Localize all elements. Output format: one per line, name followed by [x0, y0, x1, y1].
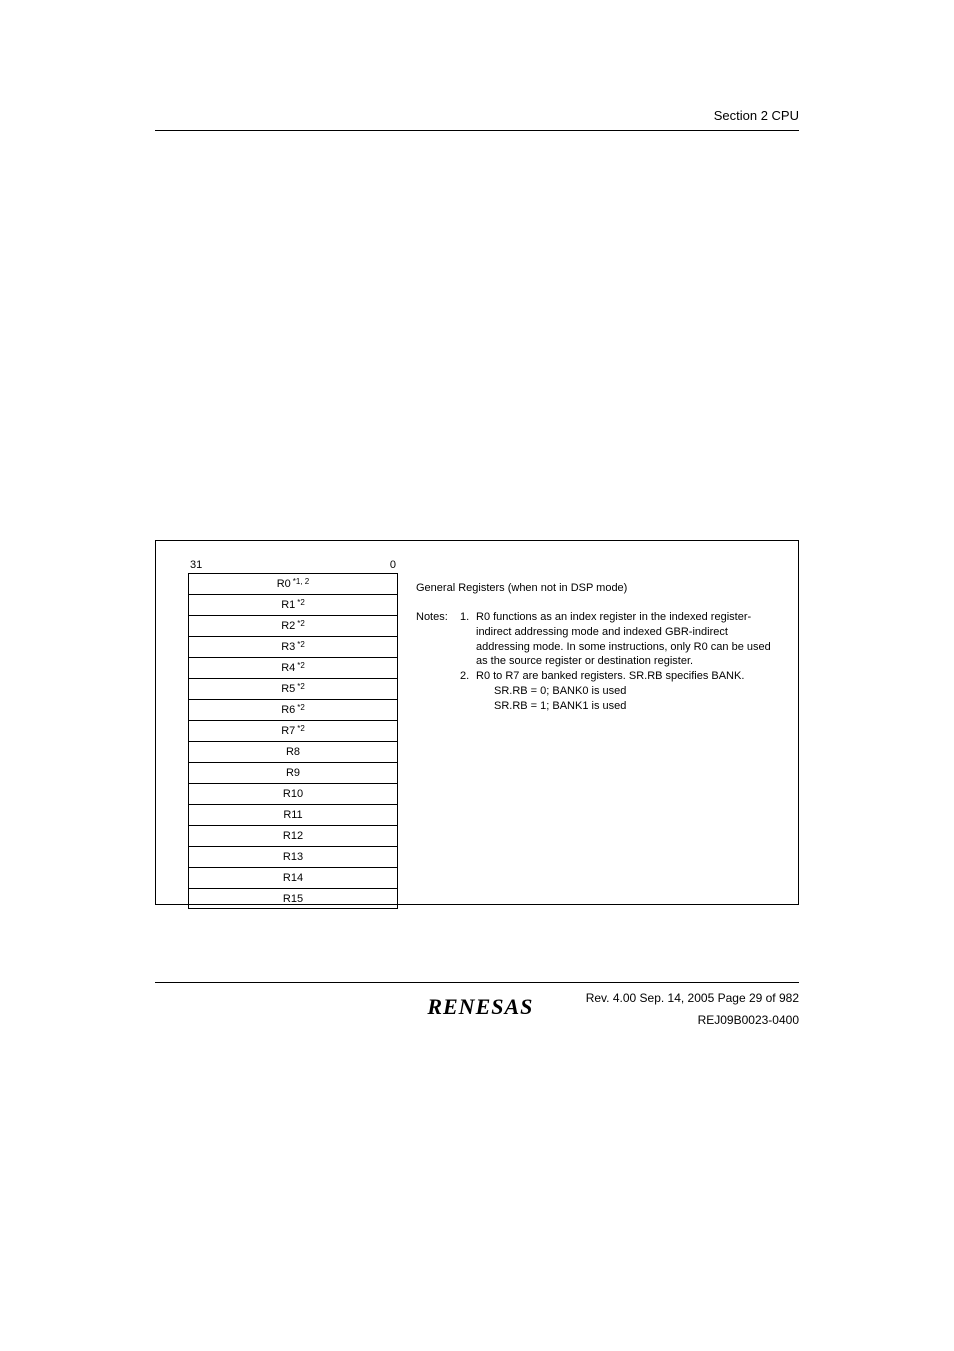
- bit-high-label: 31: [190, 559, 202, 571]
- notes-label: Notes:: [416, 610, 460, 714]
- register-row: R10: [188, 783, 398, 804]
- register-name: R15: [283, 893, 303, 905]
- header-rule: [155, 130, 799, 131]
- footer: RENESAS Rev. 4.00 Sep. 14, 2005 Page 29 …: [155, 988, 799, 1031]
- register-row: R4*2: [188, 657, 398, 678]
- note-2-sub2: SR.RB = 1; BANK1 is used: [494, 699, 782, 714]
- register-row: R14: [188, 867, 398, 888]
- bit-low-label: 0: [390, 559, 396, 571]
- register-row: R12: [188, 825, 398, 846]
- section-header: Section 2 CPU: [714, 108, 799, 123]
- register-name: R10: [283, 788, 303, 800]
- register-name: R6: [281, 704, 295, 716]
- register-name: R8: [286, 746, 300, 758]
- footer-text: Rev. 4.00 Sep. 14, 2005 Page 29 of 982 R…: [586, 988, 799, 1031]
- note-1: 1. R0 functions as an index register in …: [460, 610, 782, 669]
- register-row: R1*2: [188, 594, 398, 615]
- register-row: R5*2: [188, 678, 398, 699]
- register-row: R15: [188, 888, 398, 909]
- note-1-text: R0 functions as an index register in the…: [476, 610, 782, 669]
- note-2-sub1: SR.RB = 0; BANK0 is used: [494, 684, 782, 699]
- figure-container: 31 0 R0*1, 2R1*2R2*2R3*2R4*2R5*2R6*2R7*2…: [155, 540, 799, 905]
- document-id: REJ09B0023-0400: [586, 1010, 799, 1032]
- note-2-num: 2.: [460, 669, 476, 684]
- register-superscript: *2: [297, 598, 305, 607]
- note-2: 2. R0 to R7 are banked registers. SR.RB …: [460, 669, 782, 684]
- register-name: R14: [283, 872, 303, 884]
- register-row: R6*2: [188, 699, 398, 720]
- notes-block: Notes: 1. R0 functions as an index regis…: [416, 610, 782, 714]
- register-name: R2: [281, 620, 295, 632]
- logo-wrap: RENESAS: [375, 988, 586, 1020]
- register-stack: 31 0 R0*1, 2R1*2R2*2R3*2R4*2R5*2R6*2R7*2…: [188, 559, 398, 909]
- register-superscript: *2: [297, 640, 305, 649]
- bit-range-labels: 31 0: [188, 559, 398, 573]
- register-row: R13: [188, 846, 398, 867]
- renesas-logo: RENESAS: [427, 994, 533, 1019]
- register-row: R9: [188, 762, 398, 783]
- revision-line: Rev. 4.00 Sep. 14, 2005 Page 29 of 982: [586, 988, 799, 1010]
- notes-list: 1. R0 functions as an index register in …: [460, 610, 782, 714]
- register-row: R2*2: [188, 615, 398, 636]
- register-superscript: *2: [297, 703, 305, 712]
- register-superscript: *1, 2: [293, 577, 309, 586]
- register-name: R4: [281, 662, 295, 674]
- register-name: R7: [281, 725, 295, 737]
- register-name: R13: [283, 851, 303, 863]
- register-row: R11: [188, 804, 398, 825]
- register-row: R7*2: [188, 720, 398, 741]
- register-row: R3*2: [188, 636, 398, 657]
- register-name: R12: [283, 830, 303, 842]
- desc-title: General Registers (when not in DSP mode): [416, 581, 782, 596]
- register-row: R8: [188, 741, 398, 762]
- note-1-num: 1.: [460, 610, 476, 669]
- page: Section 2 CPU 31 0 R0*1, 2R1*2R2*2R3*2R4…: [0, 0, 954, 1351]
- register-superscript: *2: [297, 724, 305, 733]
- register-rows: R0*1, 2R1*2R2*2R3*2R4*2R5*2R6*2R7*2R8R9R…: [188, 573, 398, 909]
- register-superscript: *2: [297, 661, 305, 670]
- register-name: R5: [281, 683, 295, 695]
- register-name: R9: [286, 767, 300, 779]
- register-name: R0: [277, 578, 291, 590]
- footer-rule: [155, 982, 799, 983]
- register-row: R0*1, 2: [188, 573, 398, 594]
- register-name: R3: [281, 641, 295, 653]
- note-2-text: R0 to R7 are banked registers. SR.RB spe…: [476, 669, 782, 684]
- register-name: R1: [281, 599, 295, 611]
- register-superscript: *2: [297, 682, 305, 691]
- register-superscript: *2: [297, 619, 305, 628]
- register-name: R11: [283, 809, 302, 821]
- figure-description: General Registers (when not in DSP mode)…: [416, 581, 782, 714]
